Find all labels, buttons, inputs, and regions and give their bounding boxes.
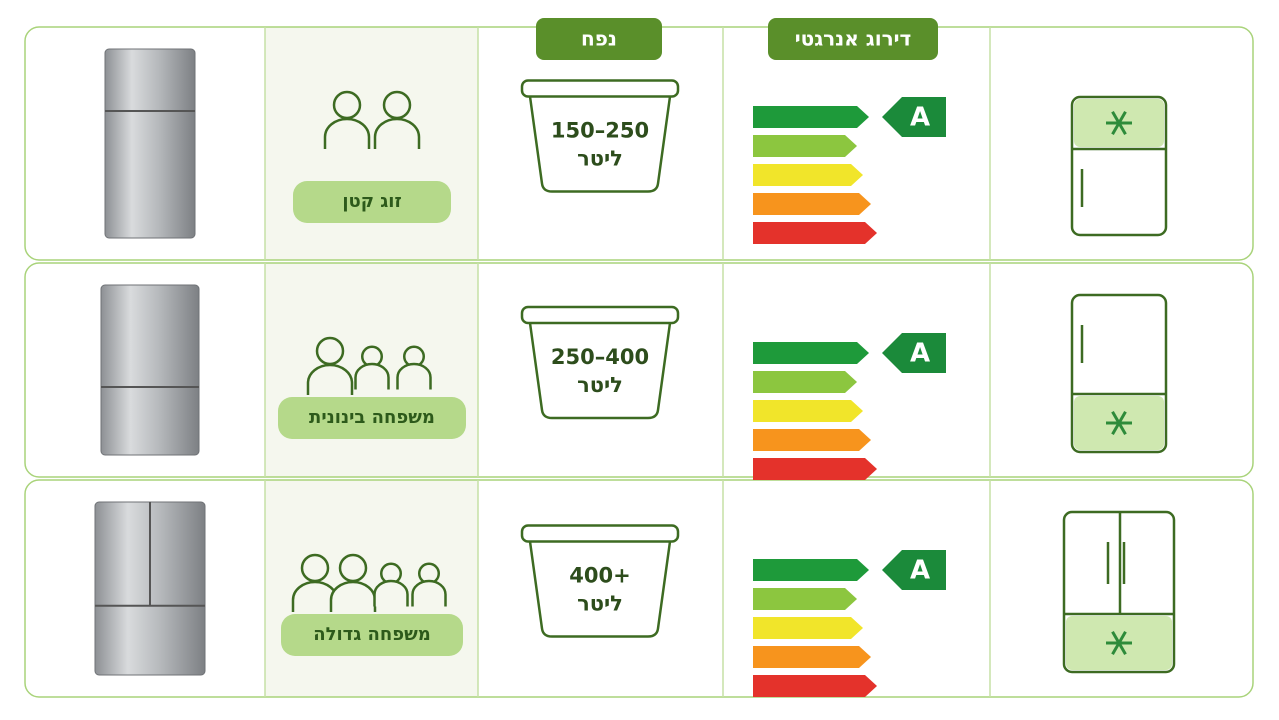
row: זוג קטן 150–250 ליטר A <box>104 48 1168 244</box>
family-label: זוג קטן <box>342 191 401 212</box>
fridge-photo <box>100 284 200 456</box>
energy-bar <box>753 222 877 244</box>
person-body <box>306 363 354 395</box>
energy-bar <box>753 675 877 697</box>
row: משפחה בינונית 250–400 ליטר A <box>100 284 1168 480</box>
snowflake-stroke <box>1111 630 1127 656</box>
rating-label: A <box>910 556 930 586</box>
energy-bar <box>753 164 863 186</box>
rating-label: A <box>910 339 930 369</box>
capacity-value: 400+ <box>569 564 630 588</box>
header-pill <box>536 18 662 60</box>
energy-bar <box>753 371 857 393</box>
person-head <box>315 336 345 366</box>
energy-bar <box>753 588 857 610</box>
bucket-rim <box>520 524 680 543</box>
capacity-unit: ליטר <box>577 373 623 397</box>
person-body <box>373 117 421 149</box>
bucket-rim <box>520 79 680 98</box>
person-body <box>396 362 432 390</box>
energy-bar <box>753 342 869 364</box>
person-body <box>354 362 390 390</box>
family-pill <box>278 397 466 439</box>
person-head <box>332 90 362 120</box>
energy-bar <box>753 617 863 639</box>
capacity-value: 250–400 <box>551 345 649 369</box>
family-cell-bg <box>265 27 478 260</box>
bucket-body <box>528 96 672 193</box>
bucket-body <box>528 541 672 638</box>
family-label: משפחה בינונית <box>309 407 435 428</box>
energy-bar <box>753 559 869 581</box>
capacity-value: 150–250 <box>551 119 649 143</box>
header-energy: דירוג אנרגטי <box>795 27 912 51</box>
energy-bar <box>753 646 871 668</box>
energy-bar <box>753 400 863 422</box>
family-label: משפחה גדולה <box>313 624 431 645</box>
capacity-unit: ליטר <box>577 592 623 616</box>
snowflake-stroke <box>1111 110 1127 136</box>
person-body <box>323 117 371 149</box>
row-frame <box>24 262 1254 478</box>
header-capacity: נפח <box>581 27 617 51</box>
energy-bar <box>753 193 871 215</box>
row: משפחה גדולה 400+ ליטר A <box>94 501 1176 697</box>
capacity-unit: ליטר <box>577 147 623 171</box>
person-head <box>382 90 412 120</box>
rating-label: A <box>910 103 930 133</box>
bucket-rim <box>520 305 680 325</box>
fridge-photo <box>104 48 196 239</box>
snowflake-stroke <box>1111 410 1127 436</box>
rating-badge <box>882 333 946 373</box>
person-body <box>373 579 409 607</box>
bucket-body <box>528 322 672 420</box>
energy-bar <box>753 106 869 128</box>
person-body <box>329 580 377 612</box>
rating-badge <box>882 550 946 590</box>
row-frame <box>24 479 1254 698</box>
rating-badge <box>882 97 946 137</box>
person-head <box>338 553 368 583</box>
family-pill <box>281 614 463 656</box>
row-frame <box>24 26 1254 261</box>
person-body <box>411 579 447 607</box>
person-head <box>300 553 330 583</box>
energy-bar <box>753 429 871 451</box>
header-pill <box>768 18 938 60</box>
energy-bar <box>753 458 877 480</box>
family-pill <box>293 181 451 223</box>
energy-bar <box>753 135 857 157</box>
